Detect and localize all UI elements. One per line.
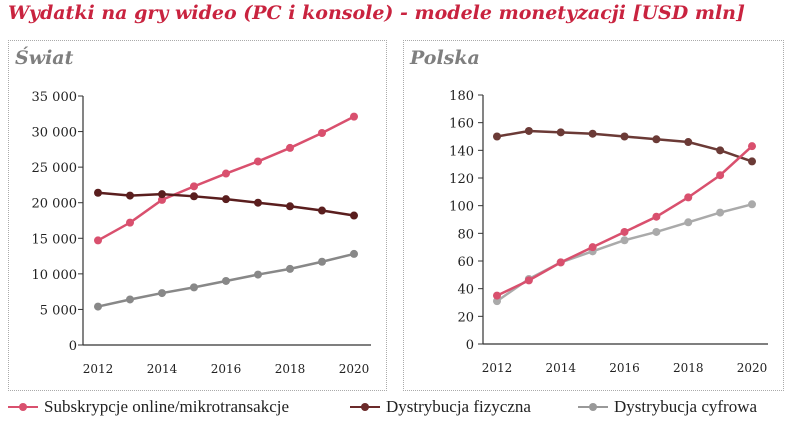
legend-label: Dystrybucja cyfrowa <box>614 397 758 416</box>
data-point <box>524 276 533 285</box>
data-point <box>588 129 597 138</box>
data-point <box>318 206 326 215</box>
data-point <box>222 195 230 204</box>
data-point <box>318 257 326 266</box>
x-tick-label: 2018 <box>275 362 306 376</box>
data-point <box>350 112 358 121</box>
x-tick-label: 2020 <box>339 362 370 376</box>
data-point <box>286 202 294 211</box>
data-point <box>652 212 661 221</box>
data-point <box>126 295 134 304</box>
data-point <box>556 128 565 137</box>
data-point <box>222 169 230 178</box>
y-tick-label: 30 000 <box>32 126 78 141</box>
data-point <box>588 243 597 252</box>
legend-item-physical: Dystrybucja fizyczna <box>350 397 531 417</box>
panel-title: Świat <box>15 47 74 69</box>
legend-marker <box>350 403 380 411</box>
x-tick-label: 2018 <box>673 361 704 375</box>
x-tick-label: 2012 <box>482 361 513 375</box>
data-point <box>716 146 725 155</box>
legend-item-digital: Dystrybucja cyfrowa <box>578 397 757 417</box>
y-tick-label: 160 <box>449 117 474 132</box>
data-point <box>716 171 725 180</box>
data-point <box>158 190 166 199</box>
data-point <box>652 227 661 236</box>
data-point <box>94 302 102 311</box>
x-tick-label: 2014 <box>147 362 178 376</box>
y-tick-label: 0 <box>69 339 77 354</box>
data-point <box>493 297 501 306</box>
series-line <box>496 203 753 303</box>
data-point <box>190 182 198 191</box>
data-point <box>222 276 230 285</box>
data-point <box>254 198 262 207</box>
data-point <box>748 200 756 209</box>
legend: Subskrypcje online/mikrotransakcje Dystr… <box>0 397 787 421</box>
x-tick-label: 2020 <box>737 361 768 375</box>
data-point <box>318 128 326 137</box>
data-point <box>350 249 358 258</box>
world-chart: 0 5 000 10 000 15 000 20 000 25 000 30 000 35 0… <box>32 90 371 376</box>
y-tick-label: 80 <box>457 227 474 242</box>
y-tick-label: 180 <box>449 89 474 104</box>
y-tick-label: 60 <box>457 255 474 270</box>
y-tick-label: 25 000 <box>32 161 78 176</box>
y-tick-label: 140 <box>449 144 474 159</box>
data-point <box>716 208 725 217</box>
data-point <box>94 236 102 245</box>
x-tick-label: 2016 <box>609 361 640 375</box>
panel-poland: Polska 0 20 40 60 80 100 120 140 160 180 2012 2014 2… <box>403 40 784 391</box>
data-point <box>556 258 565 267</box>
data-point <box>748 157 756 166</box>
data-point <box>158 289 166 298</box>
legend-marker <box>8 403 38 411</box>
x-tick-label: 2012 <box>83 362 114 376</box>
data-point <box>748 142 756 151</box>
data-point <box>350 211 358 220</box>
series-line <box>97 115 355 242</box>
y-tick-label: 35 000 <box>32 90 78 105</box>
panel-world: Świat 0 5 000 10 000 15 000 20 000 25 000 30 0… <box>8 40 387 391</box>
data-point <box>126 218 134 227</box>
y-tick-label: 5 000 <box>40 303 77 318</box>
y-tick-label: 0 <box>466 338 474 353</box>
legend-marker <box>578 403 608 411</box>
data-point <box>190 192 198 201</box>
data-point <box>493 291 501 300</box>
x-tick-label: 2016 <box>211 362 242 376</box>
data-point <box>94 188 102 197</box>
chart-title: Wydatki na gry wideo (PC i konsole) - mo… <box>8 2 745 24</box>
series-line <box>496 145 753 297</box>
data-point <box>254 270 262 279</box>
y-tick-label: 20 000 <box>32 197 78 212</box>
data-point <box>652 135 661 144</box>
y-tick-label: 10 000 <box>32 268 78 283</box>
data-point <box>190 283 198 292</box>
data-point <box>620 236 629 245</box>
data-point <box>286 264 294 273</box>
data-point <box>620 132 629 141</box>
data-point <box>286 143 294 152</box>
data-point <box>684 138 693 147</box>
y-tick-label: 120 <box>449 172 474 187</box>
data-point <box>493 132 501 141</box>
y-tick-label: 40 <box>457 283 474 298</box>
data-point <box>158 195 166 204</box>
panel-title: Polska <box>410 47 480 69</box>
y-tick-label: 20 <box>457 310 474 325</box>
data-point <box>524 126 533 135</box>
y-tick-label: 100 <box>449 200 474 215</box>
data-point <box>684 193 693 202</box>
legend-item-subscriptions: Subskrypcje online/mikrotransakcje <box>8 397 289 417</box>
legend-label: Subskrypcje online/mikrotransakcje <box>44 397 290 416</box>
y-tick-label: 15 000 <box>32 232 78 247</box>
data-point <box>684 218 693 227</box>
poland-chart: 0 20 40 60 80 100 120 140 160 180 2012 2014 2016 2018… <box>449 89 768 375</box>
data-point <box>254 157 262 166</box>
data-point <box>620 227 629 236</box>
legend-label: Dystrybucja fizyczna <box>386 397 531 416</box>
data-point <box>126 191 134 200</box>
x-tick-label: 2014 <box>545 361 576 375</box>
